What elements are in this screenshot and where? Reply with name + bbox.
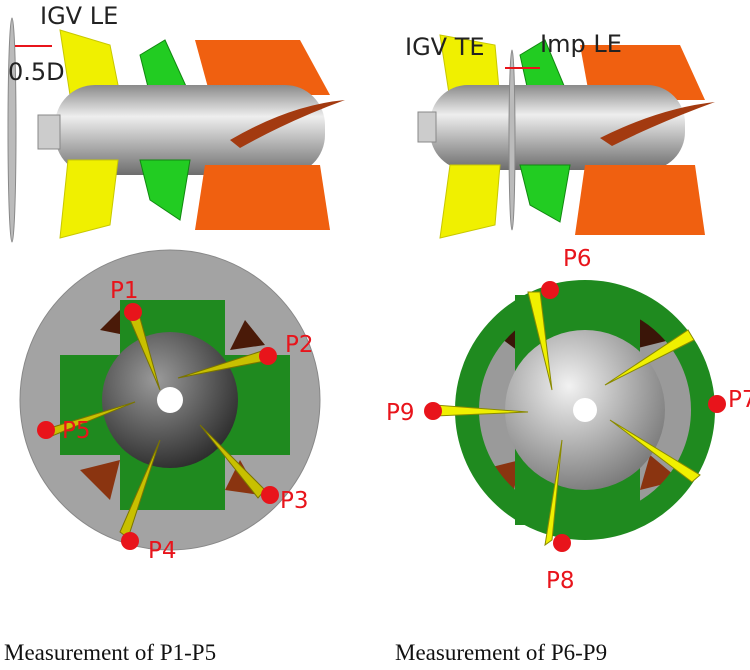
side-view-right: IGV TE Imp LE [405, 30, 715, 239]
label: IGV TE [405, 33, 485, 61]
point-label: P4 [148, 538, 177, 564]
point-label: P9 [386, 400, 415, 426]
label: 0.5D [8, 58, 65, 86]
caption: Measurement of P1-P5 [4, 640, 216, 665]
front-view-left: P1 P2 P3 P4 P5 [19, 249, 321, 564]
front-view-right: P6 P7 P8 P9 [386, 246, 750, 594]
point-label: P5 [62, 418, 91, 444]
point-label: P2 [285, 332, 314, 358]
side-view-left: IGV LE 0.5D [7, 2, 345, 243]
point-label: P8 [546, 568, 575, 594]
label: Imp LE [540, 30, 622, 58]
point-label: P7 [728, 387, 750, 413]
point-label: P6 [563, 246, 592, 272]
label: IGV LE [40, 2, 118, 30]
point-label: P3 [280, 488, 309, 514]
caption: Measurement of P6-P9 [395, 640, 607, 665]
point-label: P1 [110, 278, 139, 304]
